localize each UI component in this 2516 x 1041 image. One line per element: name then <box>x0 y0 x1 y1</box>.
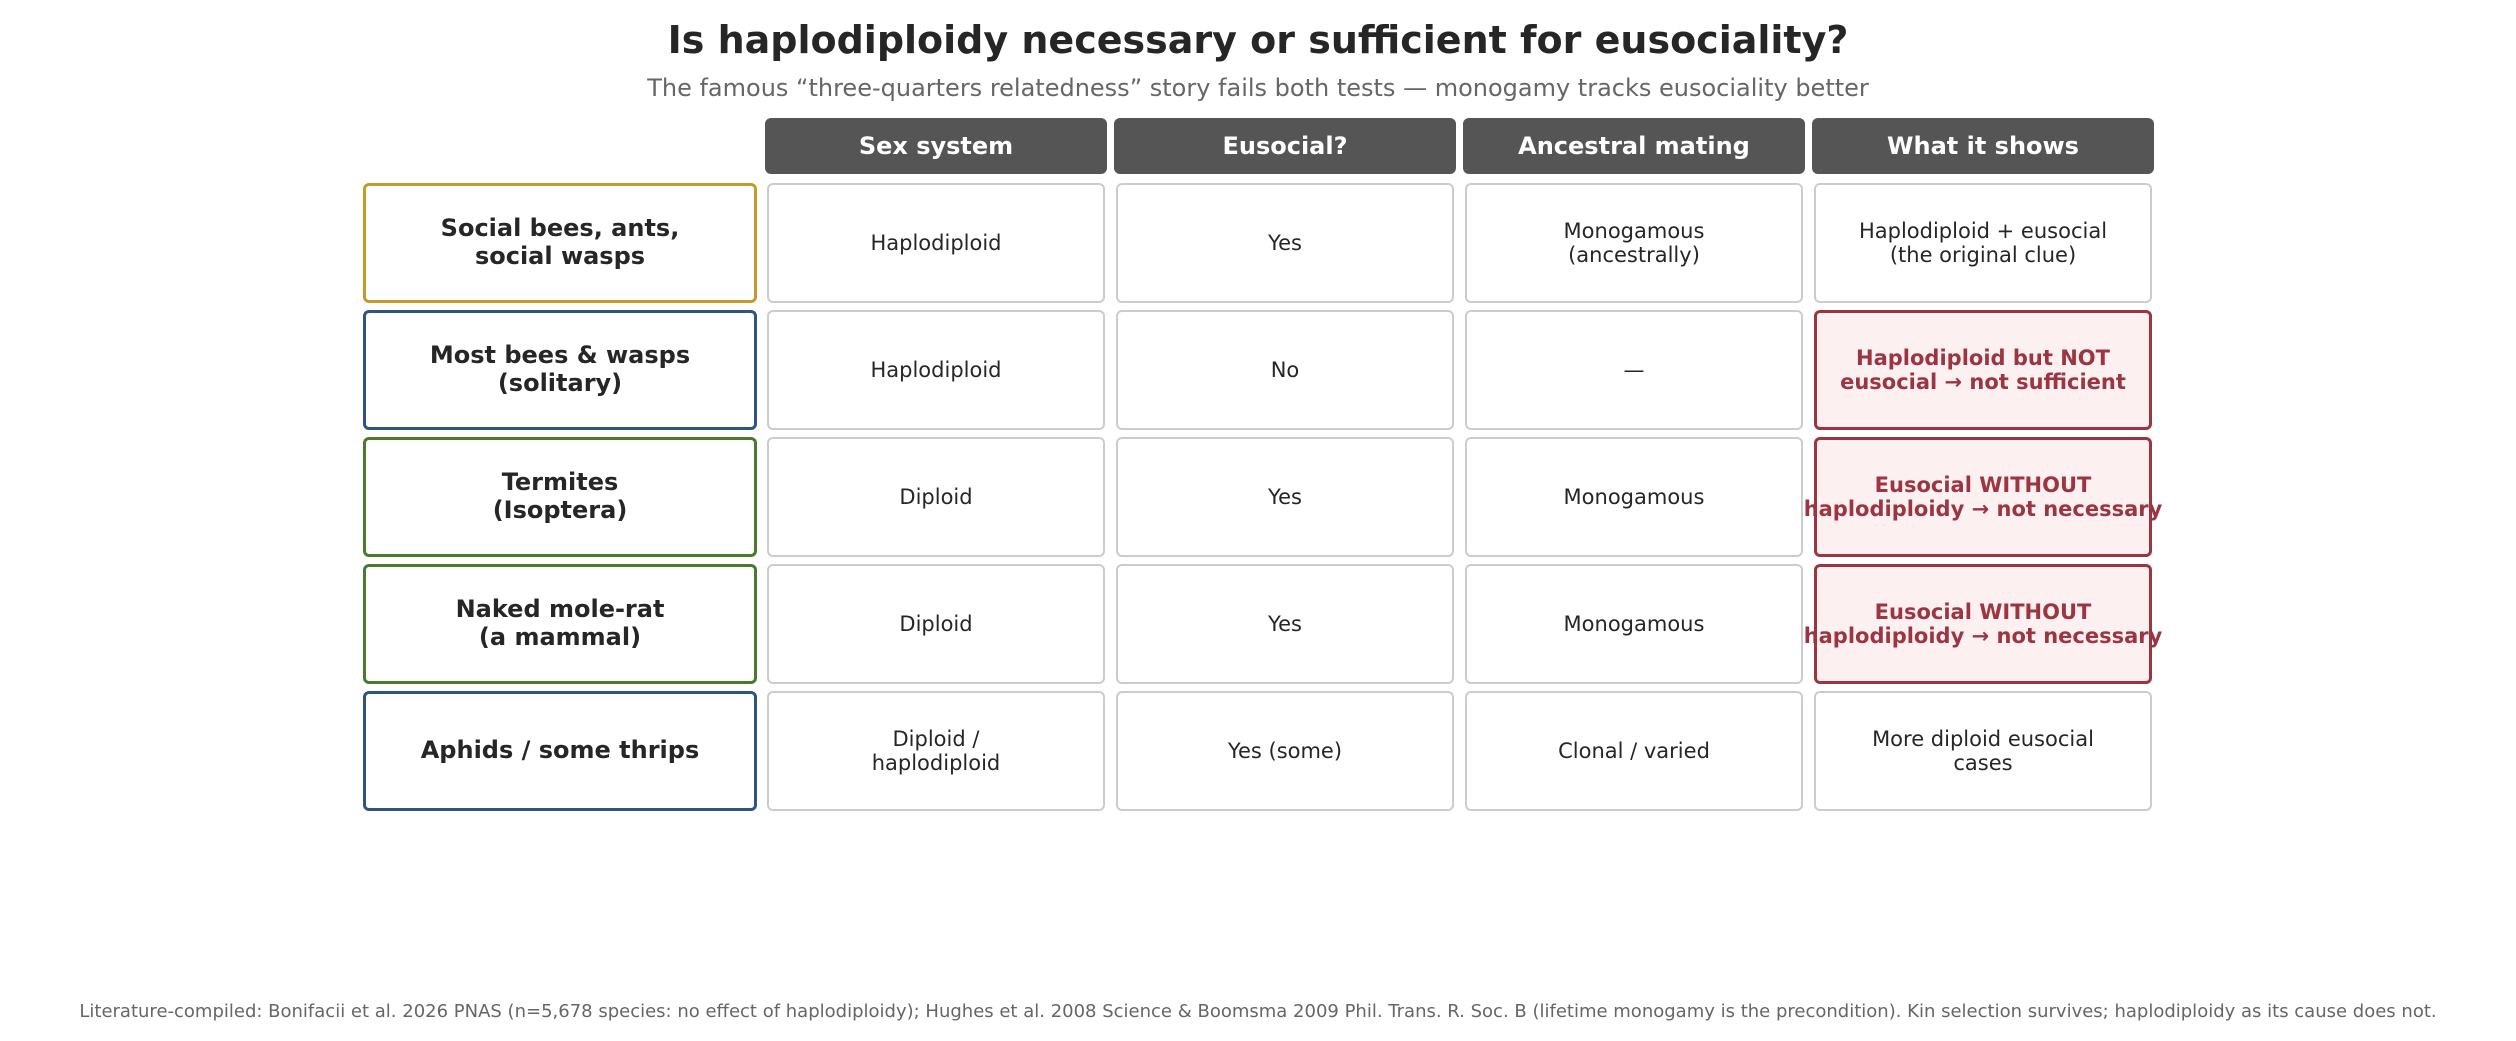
page-subtitle: The famous “three-quarters relatedness” … <box>647 74 1869 102</box>
cell-eusocial: Yes <box>1116 183 1454 303</box>
cell-eusocial: Yes <box>1116 564 1454 684</box>
row-label-social-bees: Social bees, ants, social wasps <box>363 183 757 303</box>
cell-what-it-shows: More diploid eusocial cases <box>1814 691 2152 811</box>
row-label-aphids-thrips: Aphids / some thrips <box>363 691 757 811</box>
footnote: Literature-compiled: Bonifacii et al. 20… <box>79 1001 2437 1022</box>
cell-sex-system: Haplodiploid <box>767 183 1105 303</box>
column-header-eusocial: Eusocial? <box>1114 118 1456 174</box>
cell-sex-system: Diploid / haplodiploid <box>767 691 1105 811</box>
cell-ancestral-mating: — <box>1465 310 1803 430</box>
cell-sex-system: Haplodiploid <box>767 310 1105 430</box>
row-label-naked-mole-rat: Naked mole-rat (a mammal) <box>363 564 757 684</box>
column-header-ancestral-mating: Ancestral mating <box>1463 118 1805 174</box>
cell-ancestral-mating: Monogamous <box>1465 437 1803 557</box>
cell-what-it-shows: Haplodiploid + eusocial (the original cl… <box>1814 183 2152 303</box>
cell-sex-system: Diploid <box>767 437 1105 557</box>
column-header-what-it-shows: What it shows <box>1812 118 2154 174</box>
column-header-sex-system: Sex system <box>765 118 1107 174</box>
cell-ancestral-mating: Monogamous (ancestrally) <box>1465 183 1803 303</box>
cell-ancestral-mating: Clonal / varied <box>1465 691 1803 811</box>
cell-what-it-shows: Eusocial WITHOUT haplodiploidy → not nec… <box>1804 564 2162 684</box>
page-title: Is haplodiploidy necessary or sufficient… <box>667 18 1849 62</box>
row-label-termites: Termites (Isoptera) <box>363 437 757 557</box>
cell-what-it-shows: Eusocial WITHOUT haplodiploidy → not nec… <box>1804 437 2162 557</box>
cell-what-it-shows: Haplodiploid but NOT eusocial → not suff… <box>1814 310 2152 430</box>
cell-sex-system: Diploid <box>767 564 1105 684</box>
cell-eusocial: Yes <box>1116 437 1454 557</box>
cell-ancestral-mating: Monogamous <box>1465 564 1803 684</box>
cell-eusocial: No <box>1116 310 1454 430</box>
row-label-solitary-bees-wasps: Most bees & wasps (solitary) <box>363 310 757 430</box>
cell-eusocial: Yes (some) <box>1116 691 1454 811</box>
